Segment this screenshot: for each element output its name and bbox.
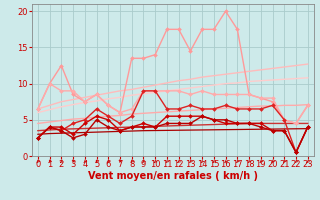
X-axis label: Vent moyen/en rafales ( km/h ): Vent moyen/en rafales ( km/h ): [88, 171, 258, 181]
